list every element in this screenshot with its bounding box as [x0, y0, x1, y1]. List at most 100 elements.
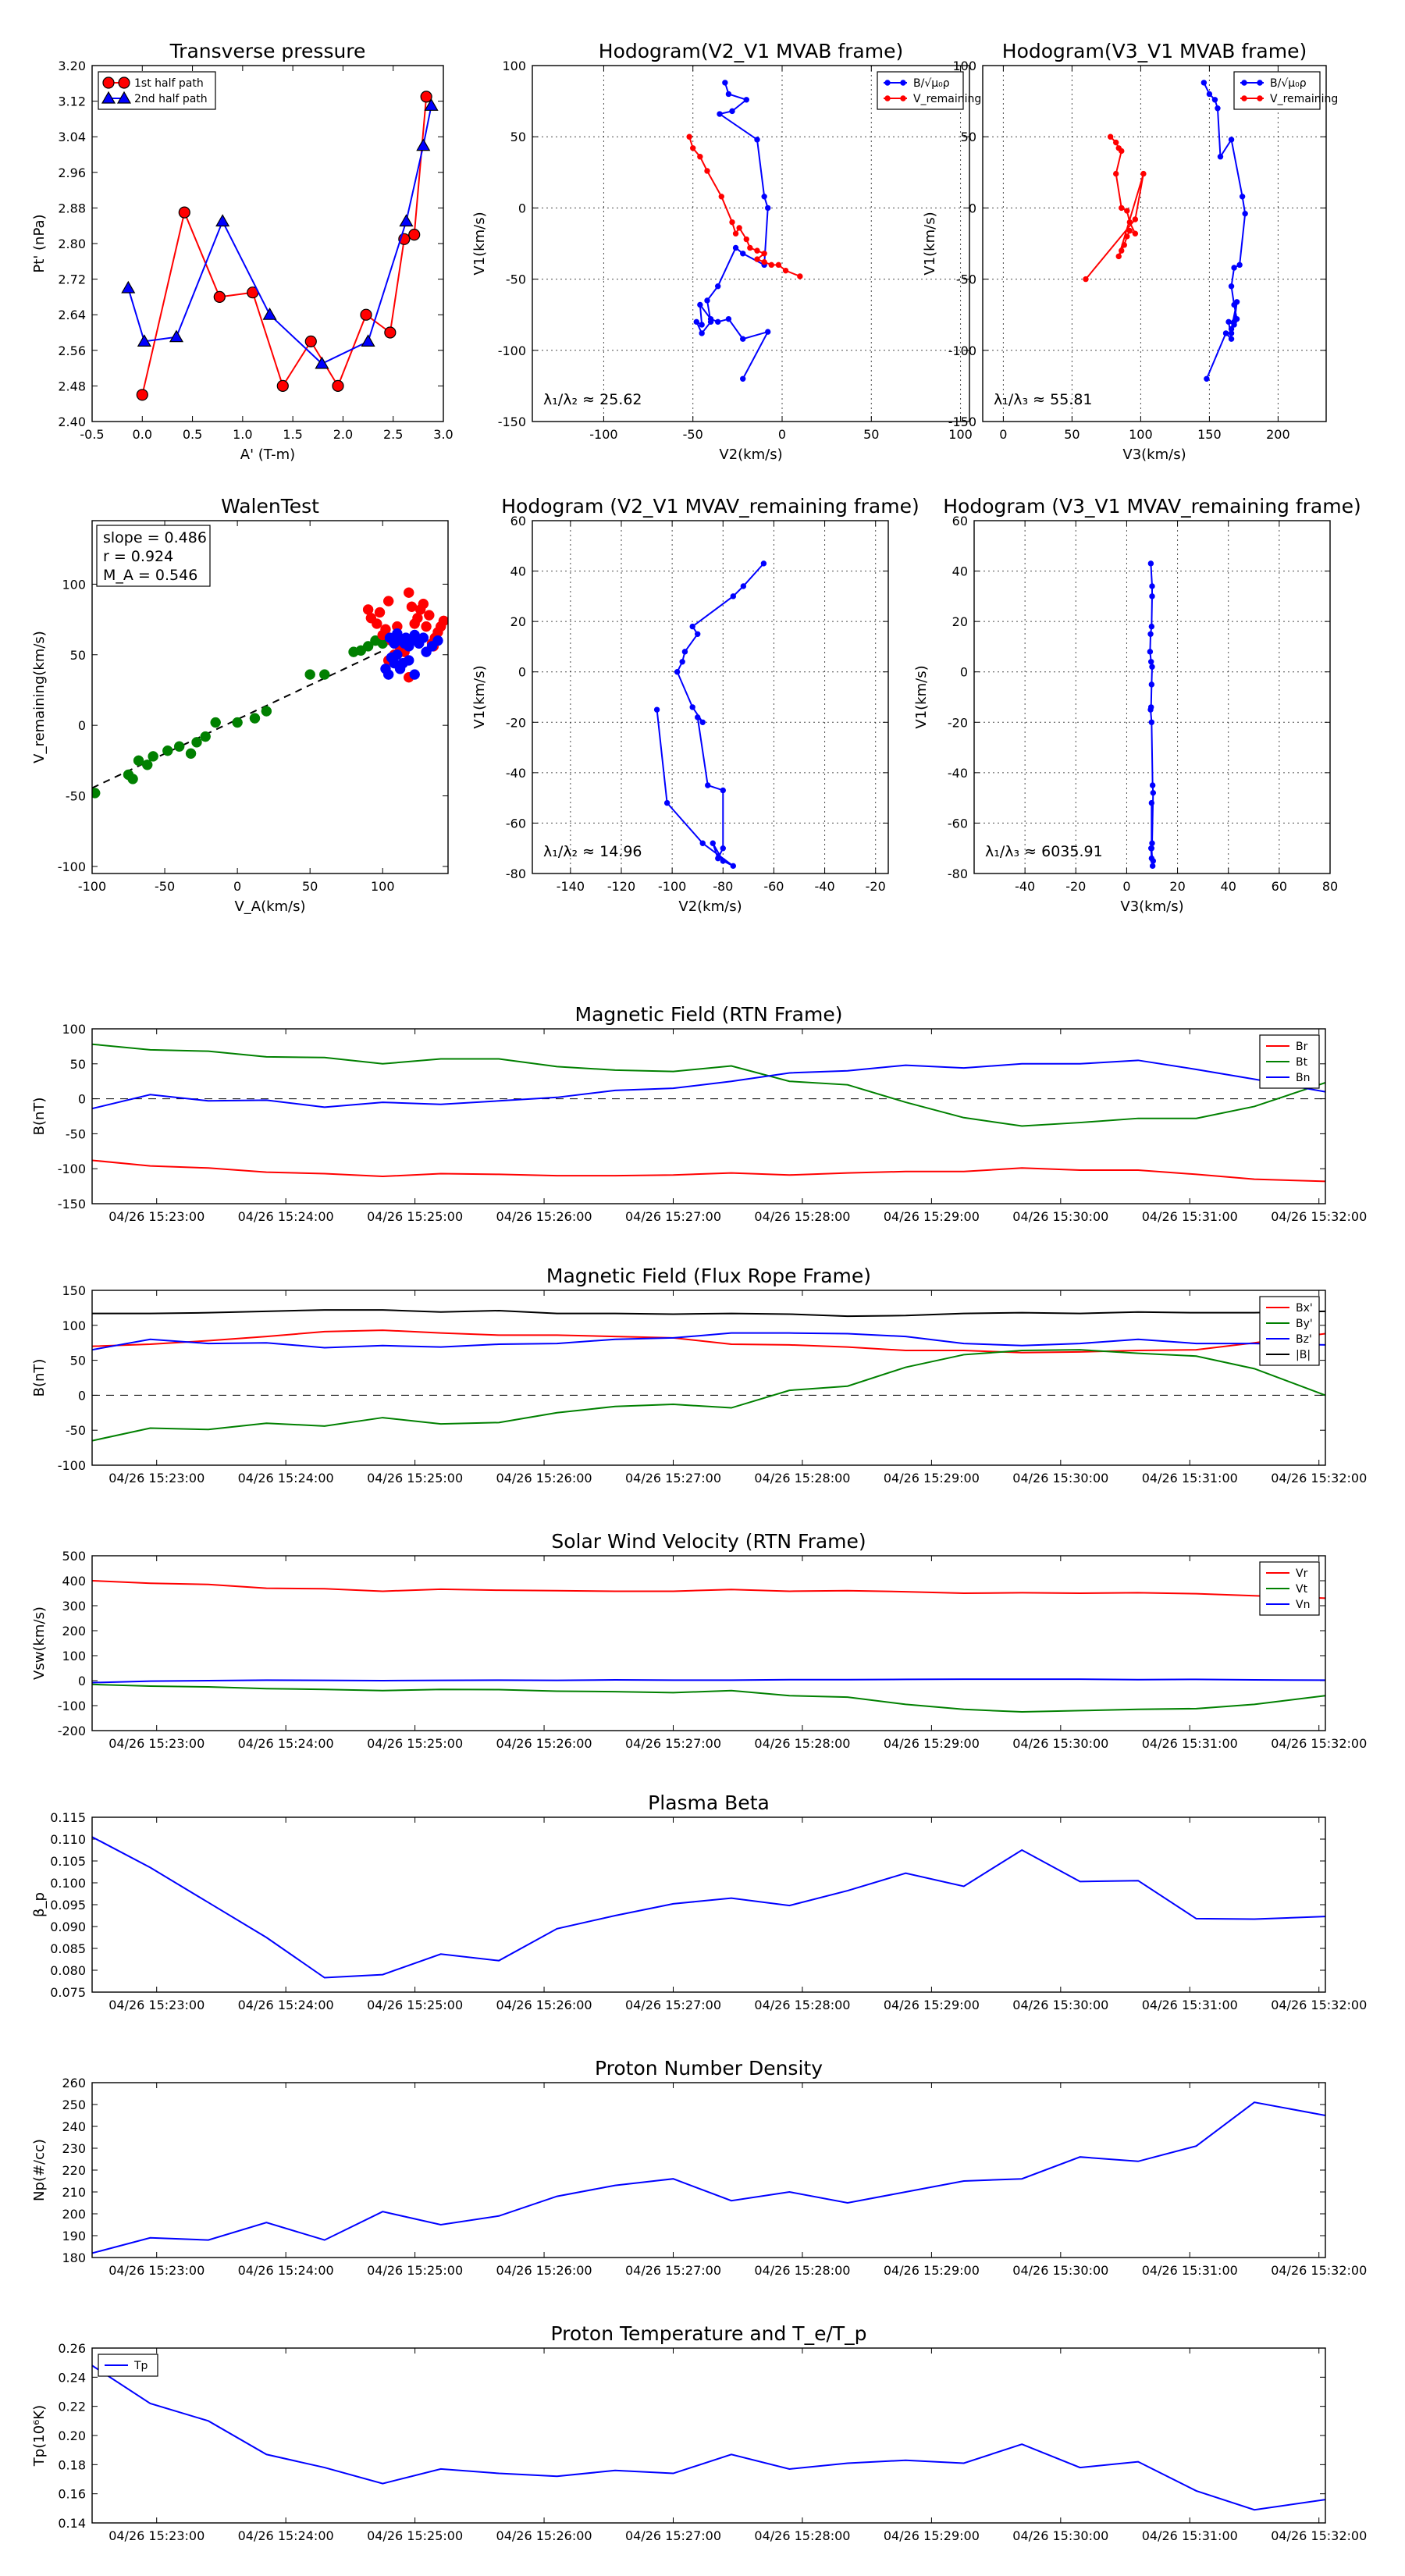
data-marker: [740, 583, 747, 589]
data-marker: [1113, 170, 1119, 177]
x-tick-label: -20: [866, 879, 886, 894]
x-tick-label: 04/26 15:25:00: [367, 2528, 463, 2543]
x-tick-label: 04/26 15:27:00: [625, 2263, 721, 2278]
legend-marker: [1257, 80, 1263, 86]
data-marker: [1228, 336, 1235, 342]
series-line: [92, 1043, 1325, 1127]
y-tick-label: 220: [62, 2163, 86, 2178]
y-axis-label: Pt' (nPa): [31, 214, 48, 272]
x-tick-label: 04/26 15:30:00: [1012, 2263, 1108, 2278]
x-axis-label: V_A(km/s): [234, 898, 305, 915]
ratio-annotation: λ₁/λ₂ ≈ 25.62: [543, 391, 642, 408]
x-tick-label: 0: [999, 427, 1007, 442]
y-tick-label: 0.080: [50, 1963, 86, 1978]
legend: Bx' By' Bz' |B|: [1259, 1296, 1320, 1366]
x-tick-label: 2.5: [383, 427, 403, 442]
scatter-point: [409, 669, 420, 680]
legend-label: Vn: [1296, 1599, 1310, 1611]
legend-label: |B|: [1296, 1349, 1311, 1361]
y-tick-label: 190: [62, 2229, 86, 2243]
x-tick-label: 04/26 15:30:00: [1012, 1998, 1108, 2012]
y-tick-label: 20: [510, 614, 526, 629]
data-marker: [1150, 789, 1157, 796]
data-layer: [92, 1836, 1325, 1979]
x-tick-label: -50: [683, 427, 703, 442]
data-marker: [1126, 219, 1133, 226]
data-marker: [1083, 276, 1089, 283]
data-marker: [782, 267, 789, 274]
data-marker: [361, 334, 375, 347]
data-marker: [697, 301, 703, 308]
x-tick-label: 04/26 15:29:00: [884, 2528, 980, 2543]
y-tick-label: -50: [66, 789, 86, 804]
ratio-annotation: λ₁/λ₂ ≈ 14.96: [543, 843, 642, 860]
plot-frame: [91, 1028, 1326, 1204]
y-tick-label: 2.96: [58, 165, 86, 180]
panel-plasma-beta: Plasma Beta 0.075 0.080 0.085 0.090 0.095 0.10…: [31, 1791, 1367, 2012]
data-layer: [92, 1580, 1325, 1713]
y-tick-label: 180: [62, 2250, 86, 2265]
data-layer: [92, 2101, 1325, 2254]
stats-box: slope = 0.486 r = 0.924 M_A = 0.546: [96, 525, 211, 587]
x-tick-label: 04/26 15:31:00: [1142, 1471, 1238, 1485]
data-marker: [332, 379, 344, 392]
data-marker: [715, 318, 721, 326]
data-marker: [1233, 299, 1240, 305]
y-tick-label: -60: [506, 816, 526, 831]
x-tick-label: 04/26 15:27:00: [625, 1736, 721, 1751]
y-tick-label: 100: [62, 1649, 86, 1663]
data-marker: [730, 863, 737, 870]
data-marker: [710, 840, 716, 846]
panel-walen-test: WalenTest -100 -50 0 50 100 -100 -50 0 50 100 V_A(k…: [31, 495, 449, 915]
scatter-point: [92, 788, 101, 799]
data-marker: [715, 855, 721, 862]
scatter-point: [232, 717, 243, 728]
chart-title: Transverse pressure: [169, 40, 366, 62]
y-tick-label: -20: [948, 715, 968, 730]
y-tick-label: 0.110: [50, 1832, 86, 1847]
data-layer: [1147, 560, 1157, 870]
y-tick-label: -100: [58, 1162, 86, 1176]
y-tick-label: -50: [506, 272, 526, 287]
y-tick-label: 150: [62, 1283, 86, 1298]
x-tick-label: 04/26 15:27:00: [625, 1209, 721, 1224]
x-tick-label: 04/26 15:24:00: [238, 2263, 334, 2278]
x-tick-label: 04/26 15:28:00: [754, 1736, 850, 1751]
data-marker: [1222, 330, 1229, 336]
data-marker: [137, 334, 151, 347]
scatter-point: [392, 649, 403, 660]
data-marker: [765, 329, 771, 335]
data-marker: [1147, 649, 1154, 655]
legend: Tp: [98, 2354, 158, 2377]
x-tick-label: 04/26 15:32:00: [1271, 1209, 1367, 1224]
data-layer: [92, 1043, 1325, 1183]
y-tick-label: 260: [62, 2076, 86, 2090]
data-marker: [1200, 80, 1208, 86]
x-tick-label: 04/26 15:28:00: [754, 1209, 850, 1224]
y-tick-label: 100: [62, 1318, 86, 1333]
y-tick-label: 0: [518, 665, 526, 680]
y-axis-label: V1(km/s): [471, 665, 488, 728]
stats-frame: [96, 525, 211, 587]
data-marker: [743, 236, 749, 243]
x-tick-label: 04/26 15:25:00: [367, 1209, 463, 1224]
plot-frame: [91, 2082, 1326, 2258]
y-tick-label: -50: [66, 1423, 86, 1438]
x-tick-label: 04/26 15:27:00: [625, 1998, 721, 2012]
data-marker: [679, 659, 685, 665]
panel-solar-wind-velocity: Solar Wind Velocity (RTN Frame) -200 -100 0…: [31, 1530, 1367, 1751]
data-layer: [92, 587, 448, 799]
y-tick-label: 0.075: [50, 1985, 86, 2000]
series-line: [127, 105, 432, 365]
y-tick-label: 50: [70, 1057, 86, 1072]
x-tick-label: 04/26 15:32:00: [1271, 1736, 1367, 1751]
data-marker: [1147, 706, 1154, 713]
x-tick-label: 04/26 15:30:00: [1012, 1471, 1108, 1485]
y-tick-label: 3.20: [58, 59, 86, 73]
plot-frame: [91, 1290, 1326, 1466]
y-tick-label: -60: [948, 816, 968, 831]
x-axis-label: V2(km/s): [678, 898, 742, 915]
scatter-point: [200, 731, 211, 742]
panel-hodogram-v3-v1-mvav: Hodogram (V3_V1 MVAV_remaining frame) -80…: [913, 495, 1361, 915]
scatter-point: [162, 745, 173, 756]
